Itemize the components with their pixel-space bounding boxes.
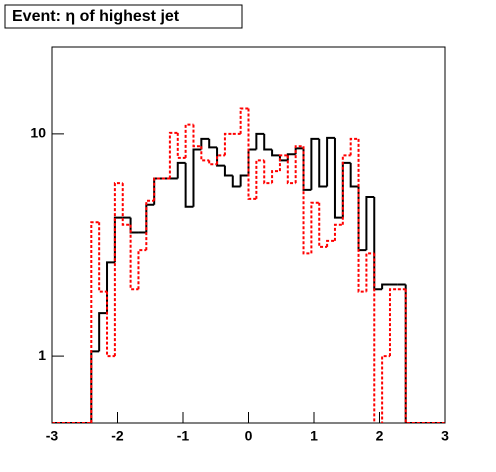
hist-bin — [318, 138, 328, 188]
hist-bin — [263, 133, 273, 151]
hist-bin — [223, 132, 233, 156]
hist-bin — [302, 148, 312, 191]
hist-bin — [145, 203, 155, 233]
chart-title: Event: η of highest jet — [12, 8, 180, 25]
hist-bin — [247, 108, 257, 200]
hist-bin — [333, 223, 343, 241]
hist-bin — [176, 161, 186, 179]
hist-bin — [208, 138, 218, 149]
x-tick-label: -1 — [177, 428, 190, 444]
hist-bin — [153, 177, 163, 205]
hist-bin — [294, 147, 304, 155]
hist-bin — [121, 183, 131, 226]
hist-bin — [184, 162, 194, 208]
hist-bin — [106, 261, 115, 314]
hist-bin — [341, 161, 351, 218]
hist-bin — [349, 162, 359, 188]
hist-bin — [310, 137, 320, 190]
hist-bin — [286, 153, 296, 161]
hist-baseline — [404, 289, 445, 423]
hist-bin — [271, 170, 280, 184]
hist-bin — [90, 350, 100, 423]
hist-bin — [90, 221, 100, 423]
hist-bin — [373, 196, 383, 291]
hist-bin — [294, 145, 304, 184]
hist-bin — [357, 186, 367, 252]
hist-bin — [200, 137, 210, 150]
hist-bin — [223, 165, 233, 177]
y-tick-label: 10 — [30, 125, 46, 141]
hist-bin — [365, 252, 375, 292]
x-tick-label: 1 — [310, 428, 318, 444]
hist-bin — [216, 154, 225, 165]
hist-bin — [271, 149, 280, 157]
y-tick-label: 1 — [38, 347, 46, 363]
hist-bin — [357, 138, 367, 293]
hist-bin — [239, 107, 249, 134]
hist-baseline — [404, 284, 445, 423]
x-tick-label: 3 — [441, 428, 449, 444]
x-tick-label: 2 — [376, 428, 384, 444]
hist-bin — [129, 224, 139, 291]
hist-bin — [326, 136, 335, 187]
hist-bin — [231, 175, 241, 188]
hist-bin — [310, 201, 320, 254]
hist-bin — [176, 132, 186, 159]
hist-bin — [200, 146, 210, 162]
hist-bin — [286, 155, 296, 185]
hist-bin — [302, 146, 312, 255]
hist-bin — [153, 177, 163, 201]
hist-bin — [113, 182, 123, 357]
hist-bin — [129, 217, 139, 234]
hist-bin — [263, 160, 273, 185]
hist-bin — [208, 160, 218, 166]
hist-bin — [106, 291, 115, 358]
title-box — [4, 4, 243, 29]
hist-bin — [388, 288, 398, 357]
hist-bin — [168, 131, 178, 179]
hist-bin — [365, 195, 375, 251]
x-tick-label: -3 — [46, 428, 59, 444]
plot-frame — [51, 46, 446, 424]
hist-bin — [145, 199, 155, 251]
hist-bin — [216, 147, 225, 167]
hist-bin — [184, 123, 194, 158]
hist-bin — [255, 132, 265, 150]
hist-bin — [318, 202, 328, 248]
hist-bin — [192, 124, 202, 148]
x-tick-label: 0 — [245, 428, 253, 444]
hist-bin — [278, 154, 288, 172]
hist-bin — [333, 137, 343, 219]
x-tick-label: -2 — [111, 428, 124, 444]
hist-bin — [255, 159, 265, 199]
hist-bin — [341, 154, 351, 225]
hist-bin — [349, 137, 359, 156]
hist-bin — [326, 239, 335, 247]
hist-bin — [239, 174, 249, 187]
hist-bin — [381, 283, 390, 290]
hist-bin — [137, 249, 147, 290]
hist-bin — [247, 148, 257, 176]
hist-bin — [373, 253, 376, 423]
hist-bin — [98, 222, 108, 293]
hist-bin — [98, 312, 108, 352]
hist-bin — [113, 216, 123, 263]
hist-bin — [192, 148, 202, 207]
